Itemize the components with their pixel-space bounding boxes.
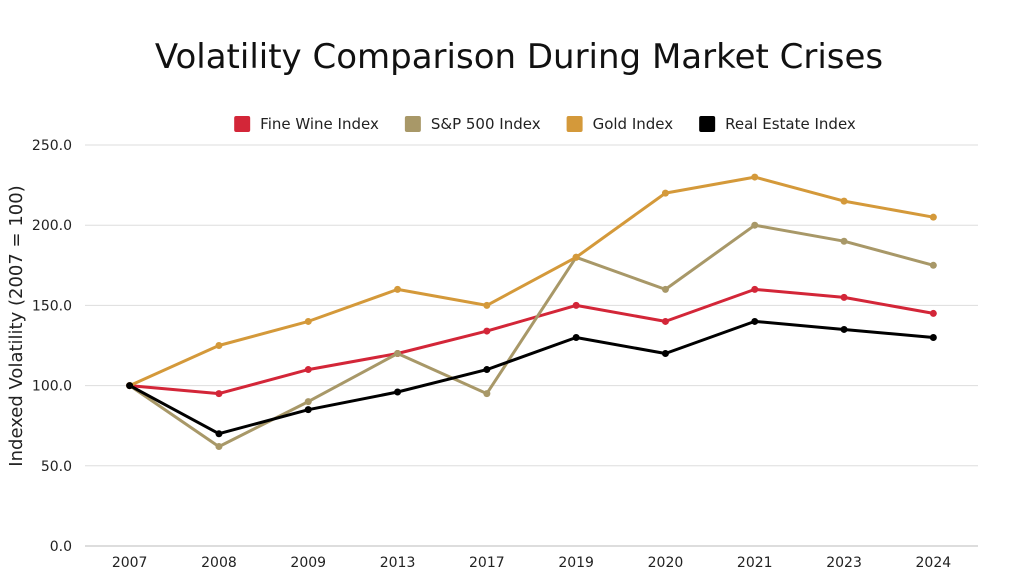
y-tick-label: 100.0 (32, 379, 72, 395)
legend-swatch (566, 116, 583, 132)
series-3 (126, 173, 937, 390)
x-tick-label: 2009 (290, 555, 326, 571)
data-point (394, 285, 402, 293)
series-line (128, 223, 934, 449)
series-2 (126, 221, 937, 451)
x-tick-label: 2020 (648, 555, 684, 571)
data-point (929, 261, 937, 269)
x-tick-label: 2013 (380, 555, 416, 571)
y-tick-label: 200.0 (32, 218, 72, 234)
series-line (128, 319, 934, 436)
data-point (840, 293, 848, 301)
data-point (394, 388, 402, 396)
x-tick-label: 2024 (916, 555, 952, 571)
y-axis-label: Indexed Volatility (2007 = 100) (6, 185, 27, 466)
data-point (840, 325, 848, 333)
y-axis-ticks: 0.0 50.0 100.0 150.0 200.0 250.0 (32, 138, 72, 555)
data-point (483, 327, 491, 335)
data-point (483, 301, 491, 309)
series-1 (126, 285, 937, 398)
data-point (751, 173, 759, 181)
x-tick-label: 2017 (469, 555, 505, 571)
legend-item: S&P 500 Index (404, 115, 541, 133)
legend-swatch (699, 116, 716, 132)
series-4 (126, 317, 937, 438)
legend-label: Gold Index (593, 115, 674, 133)
data-point (304, 366, 312, 374)
data-point (572, 301, 580, 309)
data-point (394, 350, 402, 358)
data-point (840, 197, 848, 205)
data-point (215, 390, 223, 398)
data-point (215, 430, 223, 438)
y-tick-label: 0.0 (50, 539, 72, 555)
legend-item: Fine Wine Index (234, 115, 379, 133)
chart-legend: Fine Wine Index S&P 500 Index Gold Index Re… (234, 115, 856, 133)
data-point (929, 213, 937, 221)
legend-label: Real Estate Index (725, 115, 856, 133)
grid-lines (85, 144, 978, 547)
series-line (129, 287, 934, 396)
data-point (751, 285, 759, 293)
data-point (215, 443, 223, 451)
y-tick-label: 150.0 (32, 298, 72, 314)
y-tick-label: 250.0 (32, 138, 72, 154)
legend-label: Fine Wine Index (260, 115, 379, 133)
data-point (304, 317, 312, 325)
data-point (304, 406, 312, 414)
legend-item: Real Estate Index (699, 115, 856, 133)
legend-item: Gold Index (566, 115, 674, 133)
data-point (661, 317, 669, 325)
data-point (483, 366, 491, 374)
data-point (215, 342, 223, 349)
series-line (129, 175, 934, 387)
series-group (126, 173, 937, 451)
data-point (840, 237, 848, 245)
data-point (661, 350, 669, 358)
data-point (661, 189, 669, 197)
data-point (751, 221, 759, 229)
data-point (304, 398, 312, 406)
x-tick-label: 2019 (558, 555, 594, 571)
data-point (572, 333, 580, 341)
data-point (661, 285, 669, 293)
x-tick-label: 2023 (826, 555, 862, 571)
data-point (572, 253, 580, 261)
y-tick-label: 50.0 (41, 459, 72, 475)
legend-swatch (404, 116, 421, 132)
data-point (929, 309, 937, 317)
data-point (483, 390, 491, 398)
data-point (126, 382, 134, 390)
data-point (751, 317, 759, 325)
legend-swatch (234, 116, 251, 132)
x-tick-label: 2008 (201, 555, 237, 571)
x-axis-ticks: 2007 2008 2009 2013 2017 2019 2020 2021 2023 2024 (112, 555, 951, 571)
x-tick-label: 2007 (112, 555, 148, 571)
data-point (929, 333, 937, 341)
legend-label: S&P 500 Index (431, 115, 541, 133)
chart-title: Volatility Comparison During Market Cris… (155, 37, 883, 77)
x-tick-label: 2021 (737, 555, 773, 571)
